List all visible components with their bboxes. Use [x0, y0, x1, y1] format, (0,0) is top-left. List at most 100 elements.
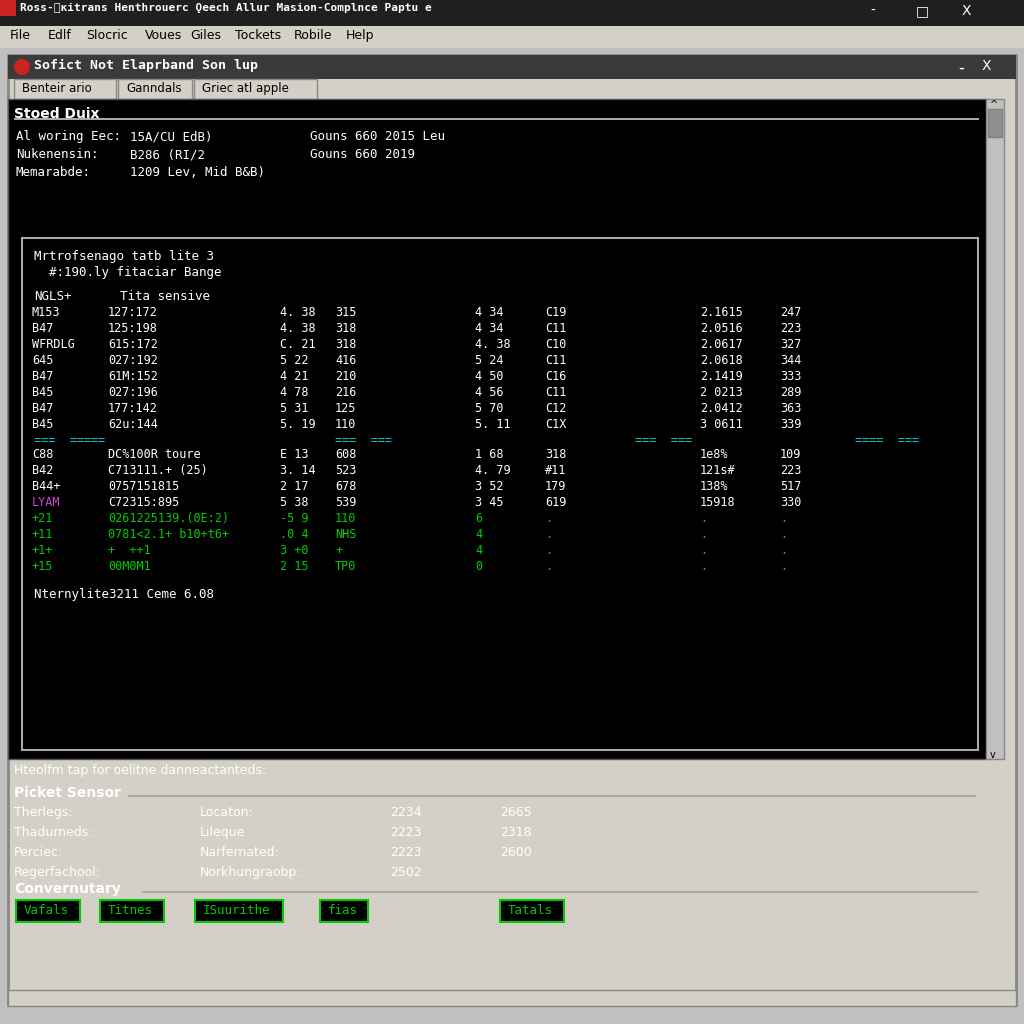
Text: C10: C10	[545, 338, 566, 351]
Text: -: -	[870, 4, 874, 18]
Text: Picket Sensor: Picket Sensor	[14, 786, 121, 800]
Text: B45: B45	[32, 386, 53, 399]
Text: 15A/CU EdB): 15A/CU EdB)	[130, 130, 213, 143]
Text: Help: Help	[346, 29, 375, 42]
Text: 363: 363	[780, 402, 802, 415]
Text: .: .	[545, 560, 552, 573]
Text: 2 15: 2 15	[280, 560, 308, 573]
Text: 5 24: 5 24	[475, 354, 504, 367]
Text: Nternylite3211 Ceme 6.08: Nternylite3211 Ceme 6.08	[34, 588, 214, 601]
Text: 330: 330	[780, 496, 802, 509]
Text: 0781<2.1+ b10+t6+: 0781<2.1+ b10+t6+	[108, 528, 229, 541]
Text: 2665: 2665	[500, 806, 531, 819]
Text: 138%: 138%	[700, 480, 728, 493]
Text: C19: C19	[545, 306, 566, 319]
Text: C713111.+ (25): C713111.+ (25)	[108, 464, 208, 477]
Text: File: File	[10, 29, 31, 42]
Bar	[128, 795, 976, 797]
Text: Al woring Eec:: Al woring Eec:	[16, 130, 121, 143]
Bar	[0, 26, 1024, 48]
Text: Tockets: Tockets	[234, 29, 282, 42]
Text: B45: B45	[32, 418, 53, 431]
Text: 678: 678	[335, 480, 356, 493]
Text: 0: 0	[475, 560, 482, 573]
Text: Narfernated:: Narfernated:	[200, 846, 280, 859]
Text: Thadurneds:: Thadurneds:	[14, 826, 92, 839]
Bar	[500, 900, 564, 922]
Text: B47: B47	[32, 370, 53, 383]
Text: 62u:144: 62u:144	[108, 418, 158, 431]
Text: 2223: 2223	[390, 826, 422, 839]
Text: v: v	[990, 750, 995, 760]
Text: 2502: 2502	[390, 866, 422, 879]
Bar	[194, 79, 317, 99]
Text: .: .	[780, 544, 787, 557]
Text: C11: C11	[545, 354, 566, 367]
Bar	[8, 99, 988, 759]
Text: 121s#: 121s#	[700, 464, 735, 477]
Text: NGLS+: NGLS+	[34, 290, 72, 303]
Text: X: X	[982, 59, 991, 73]
Text: B47: B47	[32, 402, 53, 415]
Text: 00M0M1: 00M0M1	[108, 560, 151, 573]
Text: Slocric: Slocric	[86, 29, 128, 42]
Text: Ganndals: Ganndals	[126, 82, 181, 95]
Text: 1209 Lev, Mid B&B): 1209 Lev, Mid B&B)	[130, 166, 265, 179]
Text: 327: 327	[780, 338, 802, 351]
Text: 179: 179	[545, 480, 566, 493]
Bar	[100, 900, 164, 922]
Text: .: .	[700, 544, 708, 557]
Bar	[142, 891, 978, 893]
Text: 4 50: 4 50	[475, 370, 504, 383]
Text: 333: 333	[780, 370, 802, 383]
Text: 4. 38: 4. 38	[280, 306, 315, 319]
Text: 177:142: 177:142	[108, 402, 158, 415]
Text: 110: 110	[335, 418, 356, 431]
Text: 2.0516: 2.0516	[700, 322, 742, 335]
Text: 315: 315	[335, 306, 356, 319]
Text: 4 34: 4 34	[475, 322, 504, 335]
Text: Lileque: Lileque	[200, 826, 246, 839]
Text: 5 38: 5 38	[280, 496, 308, 509]
Text: Mrtrofsenago tatb lite 3: Mrtrofsenago tatb lite 3	[34, 250, 214, 263]
Text: 1e8%: 1e8%	[700, 449, 728, 461]
Text: Robile: Robile	[294, 29, 333, 42]
Text: 125: 125	[335, 402, 356, 415]
Text: Stoed Duix: Stoed Duix	[14, 106, 99, 121]
Text: .: .	[780, 528, 787, 541]
Text: WFRDLG: WFRDLG	[32, 338, 75, 351]
Text: 0261225139.(0E:2): 0261225139.(0E:2)	[108, 512, 229, 525]
Text: Tita sensive: Tita sensive	[120, 290, 210, 303]
Text: 2600: 2600	[500, 846, 531, 859]
Bar	[8, 55, 1016, 79]
Text: .: .	[780, 512, 787, 525]
Text: Convernutary: Convernutary	[14, 882, 121, 896]
Text: 2223: 2223	[390, 846, 422, 859]
Text: C. 21: C. 21	[280, 338, 315, 351]
Text: 344: 344	[780, 354, 802, 367]
Circle shape	[14, 59, 30, 75]
Text: 223: 223	[780, 464, 802, 477]
Text: 5 31: 5 31	[280, 402, 308, 415]
Text: 608: 608	[335, 449, 356, 461]
Text: Vafals: Vafals	[24, 904, 69, 918]
Text: 216: 216	[335, 386, 356, 399]
Text: +21: +21	[32, 512, 53, 525]
Text: Perciec:: Perciec:	[14, 846, 63, 859]
Text: 0757151815: 0757151815	[108, 480, 179, 493]
Text: Benteir ario: Benteir ario	[22, 82, 92, 95]
Text: 15918: 15918	[700, 496, 735, 509]
Text: fias: fias	[328, 904, 358, 918]
Text: C88: C88	[32, 449, 53, 461]
Text: 4. 38: 4. 38	[280, 322, 315, 335]
Text: 027:192: 027:192	[108, 354, 158, 367]
Text: Voues: Voues	[145, 29, 182, 42]
Bar	[988, 109, 1002, 137]
Text: 4 21: 4 21	[280, 370, 308, 383]
Text: C11: C11	[545, 386, 566, 399]
Text: 4 34: 4 34	[475, 306, 504, 319]
Text: 223: 223	[780, 322, 802, 335]
Text: Griec atl apple: Griec atl apple	[202, 82, 289, 95]
Text: 615:172: 615:172	[108, 338, 158, 351]
Text: 2 0213: 2 0213	[700, 386, 742, 399]
